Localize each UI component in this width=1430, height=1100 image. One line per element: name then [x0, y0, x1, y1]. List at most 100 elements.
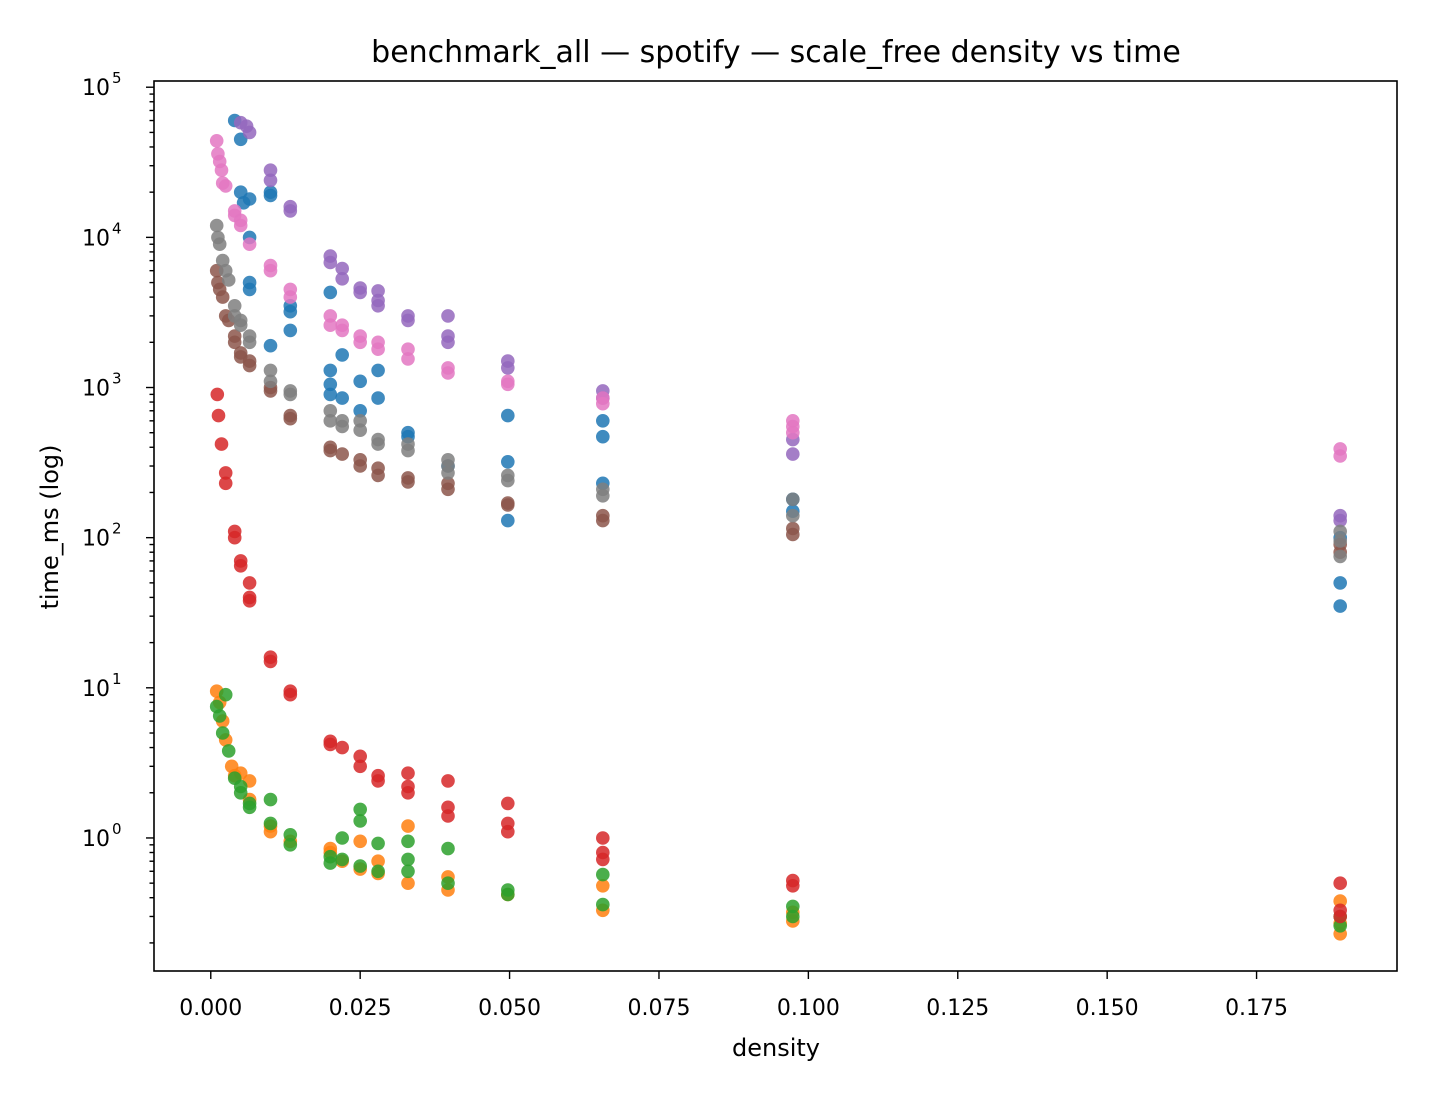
- data-point-series-4-12: [242, 594, 257, 608]
- data-point-series-8-21: [353, 414, 368, 428]
- data-point-series-2-21: [401, 876, 415, 890]
- data-point-series-3-21: [353, 859, 368, 873]
- data-point-series-7-17: [323, 318, 338, 333]
- data-point-series-4-1: [210, 387, 225, 402]
- data-point-series-8-18: [323, 414, 338, 428]
- data-point-series-2-20: [401, 819, 415, 833]
- y-tick-label-6: 10: [82, 76, 110, 101]
- data-point-series-6-25: [401, 475, 415, 489]
- data-point-series-3-20: [353, 814, 368, 828]
- data-point-series-7-13: [263, 263, 278, 278]
- data-point-series-2-25: [596, 879, 610, 893]
- data-point-series-5-21: [441, 335, 455, 350]
- data-point-series-1-23: [371, 363, 385, 378]
- data-point-series-4-4: [218, 466, 233, 480]
- data-point-series-5-13: [353, 285, 368, 300]
- data-point-series-3-12: [263, 816, 278, 831]
- data-point-series-4-24: [401, 766, 415, 780]
- data-point-series-3-26: [401, 864, 415, 879]
- data-point-series-1-32: [596, 429, 610, 444]
- data-point-series-3-8: [233, 786, 248, 800]
- data-point-series-5-19: [441, 309, 455, 323]
- data-point-series-1-24: [371, 391, 385, 405]
- x-tick-label-1: 0.000: [179, 996, 242, 1021]
- data-point-series-5-3: [242, 125, 257, 140]
- data-point-series-3-28: [441, 876, 455, 890]
- data-point-series-1-15: [323, 285, 338, 300]
- data-point-series-8-36: [1333, 524, 1347, 539]
- data-point-series-5-7: [283, 204, 298, 218]
- data-point-series-5-14: [371, 284, 385, 298]
- data-point-series-1-36: [1333, 576, 1347, 590]
- data-point-series-4-18: [323, 737, 338, 752]
- data-point-series-8-34: [786, 492, 800, 507]
- x-tick-label-6: 0.125: [926, 996, 989, 1021]
- data-point-series-3-11: [263, 792, 278, 807]
- data-point-series-3-34: [786, 909, 800, 924]
- data-point-series-8-38: [1333, 549, 1347, 564]
- y-tick-label-1: 10: [82, 827, 110, 852]
- y-tick-exponent-1: 0: [112, 820, 122, 838]
- data-point-series-1-18: [323, 387, 338, 402]
- data-point-series-3-31: [596, 867, 610, 882]
- data-point-series-1-5: [242, 192, 257, 206]
- data-point-series-4-5: [218, 476, 233, 491]
- x-tick-label-4: 0.075: [627, 996, 690, 1021]
- data-point-series-1-29: [501, 513, 515, 528]
- data-point-series-4-40: [1333, 909, 1347, 924]
- data-point-series-4-9: [233, 559, 248, 573]
- data-point-series-5-27: [786, 447, 800, 461]
- data-point-series-8-10: [233, 318, 248, 333]
- data-point-series-5-23: [501, 361, 515, 375]
- data-point-series-8-31: [501, 473, 515, 488]
- x-tick-label-7: 0.150: [1076, 996, 1139, 1021]
- data-point-series-7-1: [209, 134, 224, 148]
- data-point-series-3-30: [501, 887, 515, 902]
- plot-frame: [153, 80, 1398, 972]
- data-point-series-8-35: [786, 508, 800, 523]
- data-point-series-8-33: [596, 489, 610, 503]
- data-point-series-6-12: [242, 354, 257, 368]
- y-tick-label-3: 10: [82, 527, 110, 552]
- data-point-series-4-7: [227, 530, 242, 545]
- data-point-series-4-23: [371, 774, 385, 788]
- data-point-series-4-16: [283, 687, 298, 702]
- data-point-series-1-31: [596, 414, 610, 428]
- data-point-series-4-33: [596, 831, 610, 845]
- data-point-series-7-27: [441, 366, 455, 380]
- data-point-series-4-3: [214, 437, 229, 451]
- data-point-series-4-10: [242, 576, 257, 590]
- data-point-series-4-38: [1333, 876, 1347, 890]
- data-point-series-1-14: [283, 323, 298, 338]
- data-point-series-3-14: [283, 838, 298, 852]
- data-point-series-3-24: [401, 834, 415, 849]
- data-point-series-8-6: [221, 273, 236, 287]
- x-tick-label-2: 0.025: [329, 996, 392, 1021]
- data-point-series-5-16: [371, 299, 385, 313]
- data-point-series-3-25: [401, 852, 415, 867]
- data-point-series-8-16: [283, 387, 298, 402]
- data-point-series-1-8: [242, 282, 257, 297]
- data-point-series-3-3: [215, 726, 230, 740]
- data-point-series-5-18: [401, 313, 415, 328]
- data-point-series-1-17: [323, 377, 338, 392]
- data-point-series-1-19: [335, 348, 350, 362]
- data-point-series-3-23: [371, 864, 385, 879]
- data-point-series-4-29: [441, 809, 455, 823]
- data-point-series-8-13: [263, 363, 278, 378]
- data-point-series-8-1: [209, 218, 224, 233]
- data-point-series-6-23: [371, 468, 385, 483]
- data-point-series-8-3: [212, 237, 227, 251]
- data-point-series-1-11: [263, 338, 278, 353]
- data-point-series-8-24: [371, 437, 385, 451]
- data-point-series-3-5: [221, 744, 236, 758]
- x-axis-ticks: 0.000 0.025 0.050 0.075 0.100 0.125 0.150 0.175: [179, 971, 1288, 1021]
- y-tick-label-5: 10: [82, 226, 110, 251]
- data-point-series-7-15: [283, 290, 298, 304]
- data-point-series-6-16: [283, 408, 298, 423]
- data-point-series-3-22: [371, 836, 385, 851]
- data-point-series-4-14: [263, 654, 278, 669]
- y-axis-label: time_ms (log): [36, 444, 64, 609]
- data-point-series-6-21: [353, 459, 368, 473]
